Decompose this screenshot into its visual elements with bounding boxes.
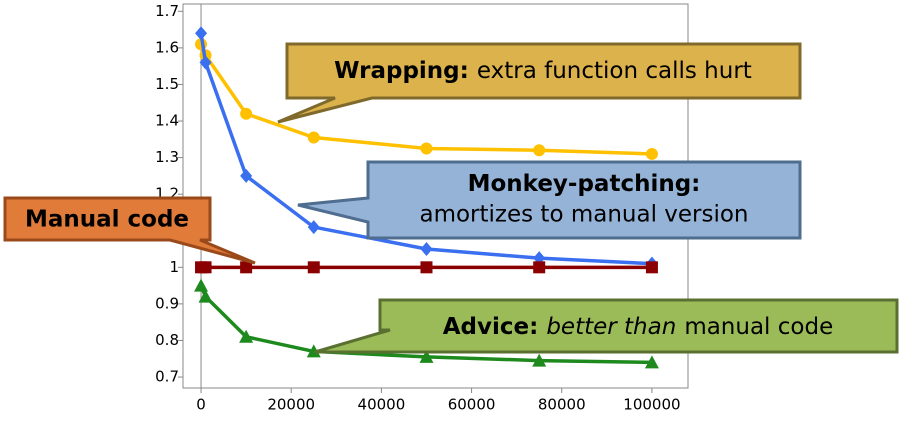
- callout-monkey: [297, 160, 802, 240]
- y-tick-label: 1.4: [155, 112, 179, 130]
- y-tick-label: 1: [169, 258, 179, 276]
- marker: [307, 220, 320, 235]
- marker: [644, 355, 659, 369]
- callout-manual: [3, 196, 256, 265]
- marker: [198, 289, 213, 303]
- marker: [240, 107, 253, 120]
- marker: [194, 278, 209, 292]
- callout-plain: extra function calls hurt: [477, 58, 752, 84]
- marker: [199, 261, 212, 274]
- callout-wrapping: [277, 42, 802, 124]
- y-tick-label: 1.5: [155, 75, 179, 93]
- callout-text: Manual code: [25, 207, 189, 233]
- x-tick-label: 40000: [358, 396, 406, 414]
- marker: [306, 344, 321, 358]
- marker: [645, 147, 658, 160]
- callout-text: amortizes to manual version: [419, 202, 748, 228]
- y-tick-label: 0.7: [155, 368, 179, 386]
- callout-bold: Advice:: [443, 314, 539, 340]
- marker: [419, 349, 434, 363]
- marker: [240, 168, 253, 183]
- marker: [533, 261, 546, 274]
- marker: [199, 55, 212, 70]
- marker: [307, 261, 320, 274]
- marker: [195, 26, 208, 41]
- marker: [645, 261, 658, 274]
- marker: [420, 261, 433, 274]
- marker: [420, 142, 433, 155]
- x-tick-label: 80000: [538, 396, 586, 414]
- callout-plain: manual code: [684, 314, 833, 340]
- marker: [240, 261, 253, 274]
- marker: [239, 329, 254, 343]
- marker: [307, 131, 320, 144]
- callout-bold: Wrapping:: [334, 58, 469, 84]
- x-tick-label: 20000: [267, 396, 315, 414]
- x-tick-label: 60000: [448, 396, 496, 414]
- callout-text: Wrapping: extra function calls hurt: [334, 58, 752, 84]
- y-tick-label: 1.3: [155, 148, 179, 166]
- callout-text: Monkey-patching:: [468, 171, 701, 197]
- y-tick-label: 1.7: [155, 2, 179, 20]
- callout-bold: Monkey-patching:: [468, 171, 701, 197]
- y-tick-label: 0.8: [155, 331, 179, 349]
- x-tick-label: 0: [196, 396, 206, 414]
- y-tick-label: 1.6: [155, 38, 179, 56]
- callouts: Wrapping: extra function calls hurt Monke…: [3, 42, 899, 354]
- x-tick-label: 100000: [623, 396, 680, 414]
- marker: [533, 144, 546, 157]
- callout-text: Advice: better than manual code: [443, 314, 833, 340]
- callout-italic: better than: [546, 314, 676, 340]
- marker: [532, 353, 547, 367]
- callout-advice: [314, 298, 899, 354]
- y-tick-label: 0.9: [155, 294, 179, 312]
- marker: [420, 242, 433, 257]
